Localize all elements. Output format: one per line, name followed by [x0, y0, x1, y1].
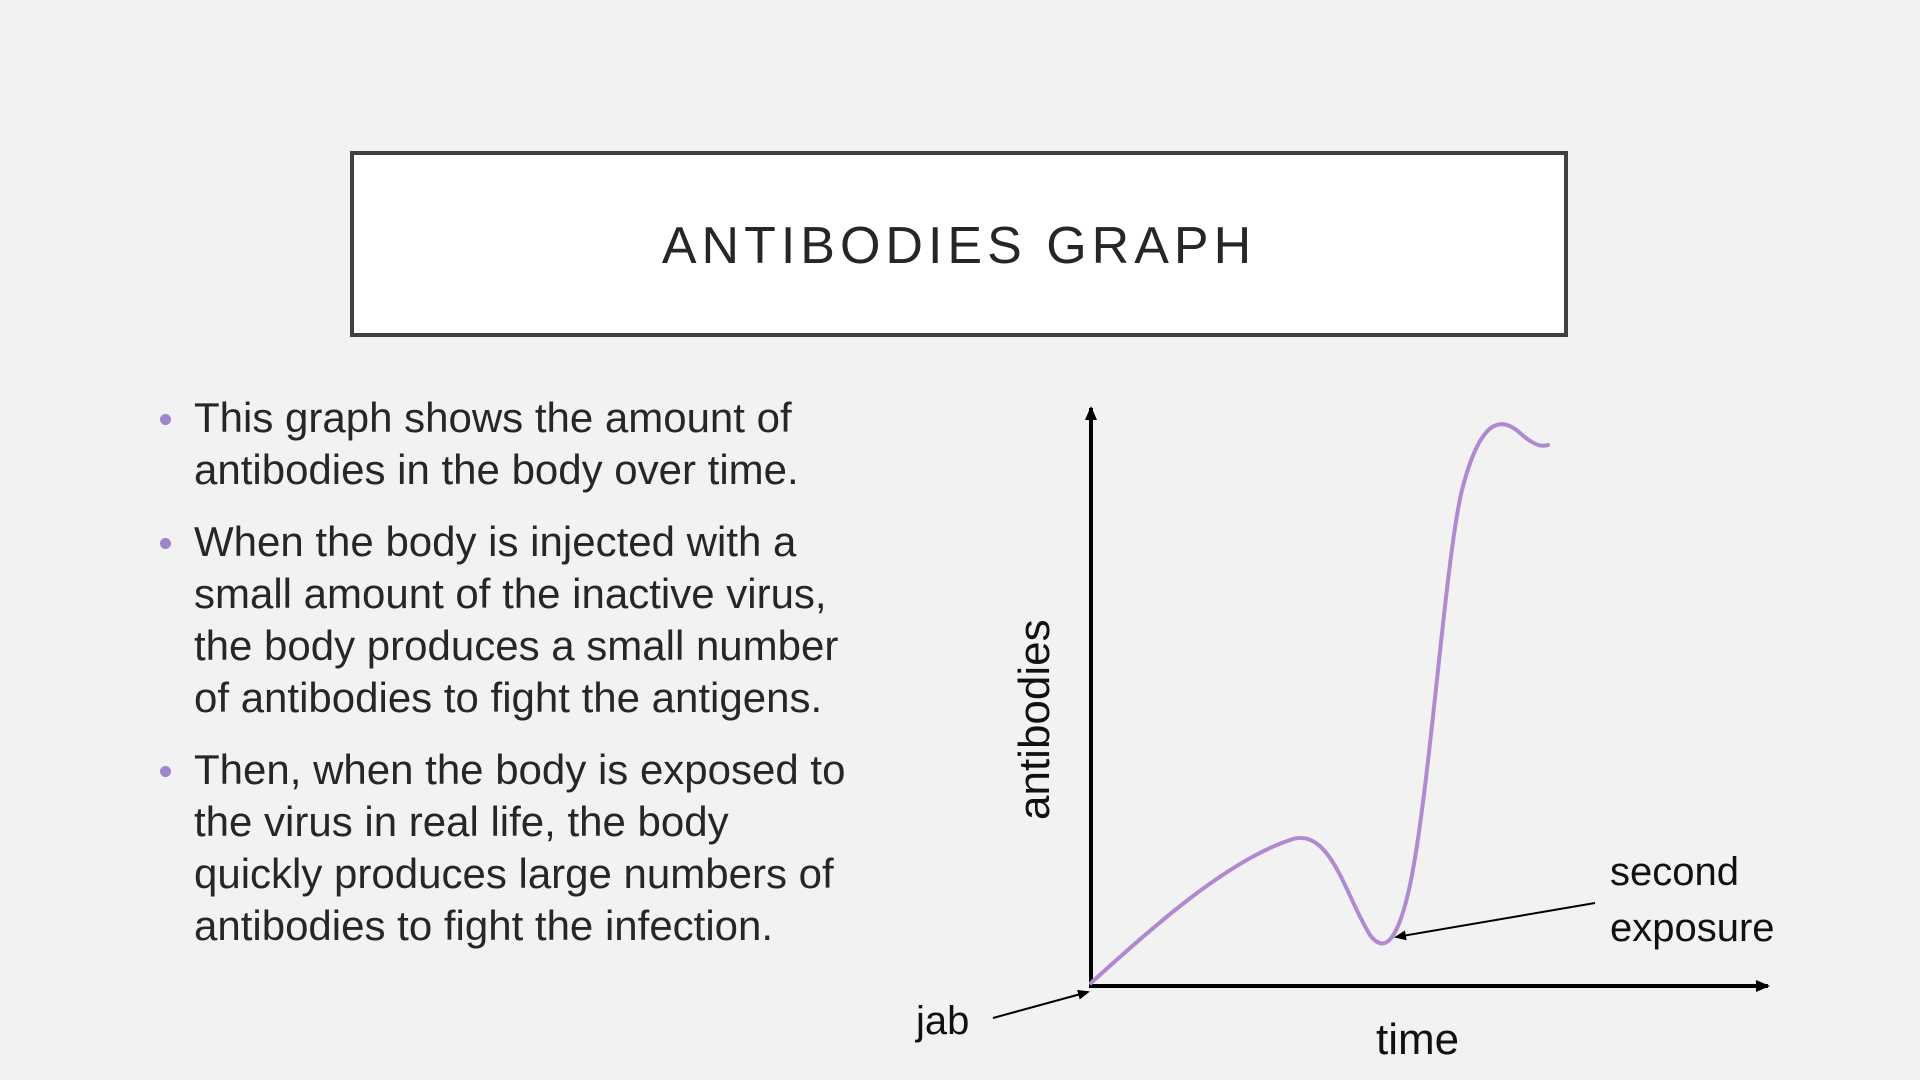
y-axis-label: antibodies: [1010, 619, 1059, 820]
title-box: ANTIBODIES GRAPH: [350, 151, 1568, 337]
bullet-2-line-3: the body produces a small number: [194, 622, 839, 669]
bullet-3-line-1: Then, when the body is exposed to: [194, 746, 846, 793]
bullet-dot-icon: [160, 414, 171, 425]
bullet-item-2: When the body is injected with a small a…: [152, 516, 912, 724]
jab-label: jab: [915, 999, 969, 1043]
x-axis-label: time: [1376, 1015, 1459, 1064]
bullet-item-1: This graph shows the amount of antibodie…: [152, 392, 912, 496]
bullet-2-line-1: When the body is injected with a: [194, 518, 797, 565]
antibody-curve: [1089, 422, 1550, 985]
second-exposure-arrow: [1394, 902, 1596, 941]
bullet-2-line-4: of antibodies to fight the antigens.: [194, 674, 823, 721]
bullet-3-line-2: the virus in real life, the body: [194, 798, 729, 845]
bullet-2-line-2: small amount of the inactive virus,: [194, 570, 827, 617]
bullet-3-line-3: quickly produces large numbers of: [194, 850, 834, 897]
bullet-item-3: Then, when the body is exposed to the vi…: [152, 744, 912, 952]
bullet-3-line-4: antibodies to fight the infection.: [194, 902, 774, 949]
second-exposure-label-line-2: exposure: [1610, 906, 1775, 950]
bullet-dot-icon: [160, 766, 171, 777]
bullet-1-line-2: antibodies in the body over time.: [194, 446, 799, 493]
jab-arrow: [992, 989, 1090, 1019]
second-exposure-label-line-1: second: [1610, 850, 1739, 894]
bullet-dot-icon: [160, 538, 171, 549]
slide-title: ANTIBODIES GRAPH: [661, 217, 1257, 275]
bullet-list: This graph shows the amount of antibodie…: [152, 392, 912, 972]
bullet-1-line-1: This graph shows the amount of: [194, 394, 792, 441]
